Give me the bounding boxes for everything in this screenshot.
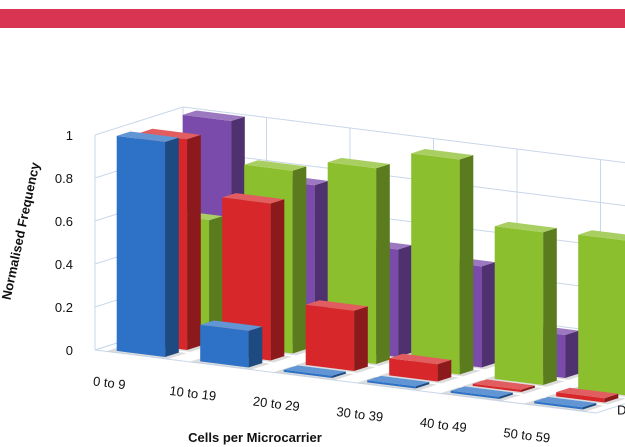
y-tick-labels: 0 0.2 0.4 0.6 0.8 1 [55,128,73,358]
bar-top [138,128,201,140]
series-label: Day 2 [617,403,625,418]
bar [379,353,460,384]
bar-top [450,386,513,397]
bar [401,149,482,377]
bar-front [411,153,460,375]
x-tick-label: 40 to 49 [419,415,467,436]
bar-side [437,359,452,382]
y-tick-label: 0.4 [55,257,73,272]
y-tick-label: 1 [66,128,73,143]
bar-side [521,385,535,392]
bar [106,131,187,359]
bar-front [283,369,333,378]
bar [462,379,543,394]
bar-side [582,403,597,410]
bar-side [209,216,223,343]
x-tick-label: 10 to 19 [169,383,217,404]
chart-bars [106,110,625,412]
bar [546,387,625,405]
bar-front [222,197,271,361]
y-axis-title: Normalised Frequency [0,160,43,301]
bar-top [367,375,430,387]
x-tick-label: 20 to 29 [252,394,300,415]
bar-side [354,306,368,371]
bar-side [270,199,285,361]
bar-top [389,353,452,365]
bar-side [187,134,201,350]
bar-side [459,155,474,375]
bar-side [248,326,263,368]
bar-side [499,392,513,399]
bar-side [481,262,496,368]
bar-top [200,320,263,331]
bar-side [415,382,430,389]
depth-axis-labels: Day 2Day 4Day 6Day 8 [617,403,625,418]
y-tick-label: 0.2 [55,300,73,315]
x-tick-label: 50 to 59 [503,425,551,446]
bar-front [556,392,605,403]
bar-top [244,160,307,171]
bar-side [292,166,307,354]
bar-front [494,226,544,385]
bar-top [283,365,346,376]
bar-front [389,358,438,382]
bar-side [165,137,179,357]
bar-side [332,371,346,378]
bar-top [494,221,557,233]
bar-side [543,228,557,385]
bar-side [565,330,579,378]
bar-top [327,157,390,169]
bar-top [534,396,597,408]
bar-front [578,234,625,396]
x-axis-title: Cells per Microcarrier [188,430,322,445]
bar-top [305,300,368,311]
bar-top [116,131,179,142]
bar-top [556,387,619,399]
header-bar [0,9,625,28]
bar-side [398,245,412,357]
bar-front [200,324,249,368]
bar-front [367,380,416,389]
bar [524,396,605,412]
bar-front [534,401,583,410]
bar-front [472,383,522,392]
bar-front [116,135,166,357]
bar-front [450,390,500,399]
bar-front [305,304,355,371]
y-tick-label: 0 [66,343,73,358]
x-tick-labels: 0 to 9 10 to 19 20 to 29 30 to 39 40 to 49 50… [92,373,551,445]
bar [273,365,354,380]
bar-top [222,193,285,204]
bar [484,221,565,387]
y-tick-label: 0.8 [55,171,73,186]
bar-top [578,230,625,241]
y-tick-label: 0.6 [55,214,73,229]
bar [190,320,271,370]
bar [357,375,438,391]
bar-top [472,379,535,390]
x-tick-label: 30 to 39 [336,404,384,425]
bar-side [604,393,619,403]
bar-top [411,149,474,160]
x-tick-label: 0 to 9 [92,373,126,392]
bar [295,300,376,373]
bar-side [376,164,390,364]
bar [440,386,521,401]
bar-top [182,110,245,121]
